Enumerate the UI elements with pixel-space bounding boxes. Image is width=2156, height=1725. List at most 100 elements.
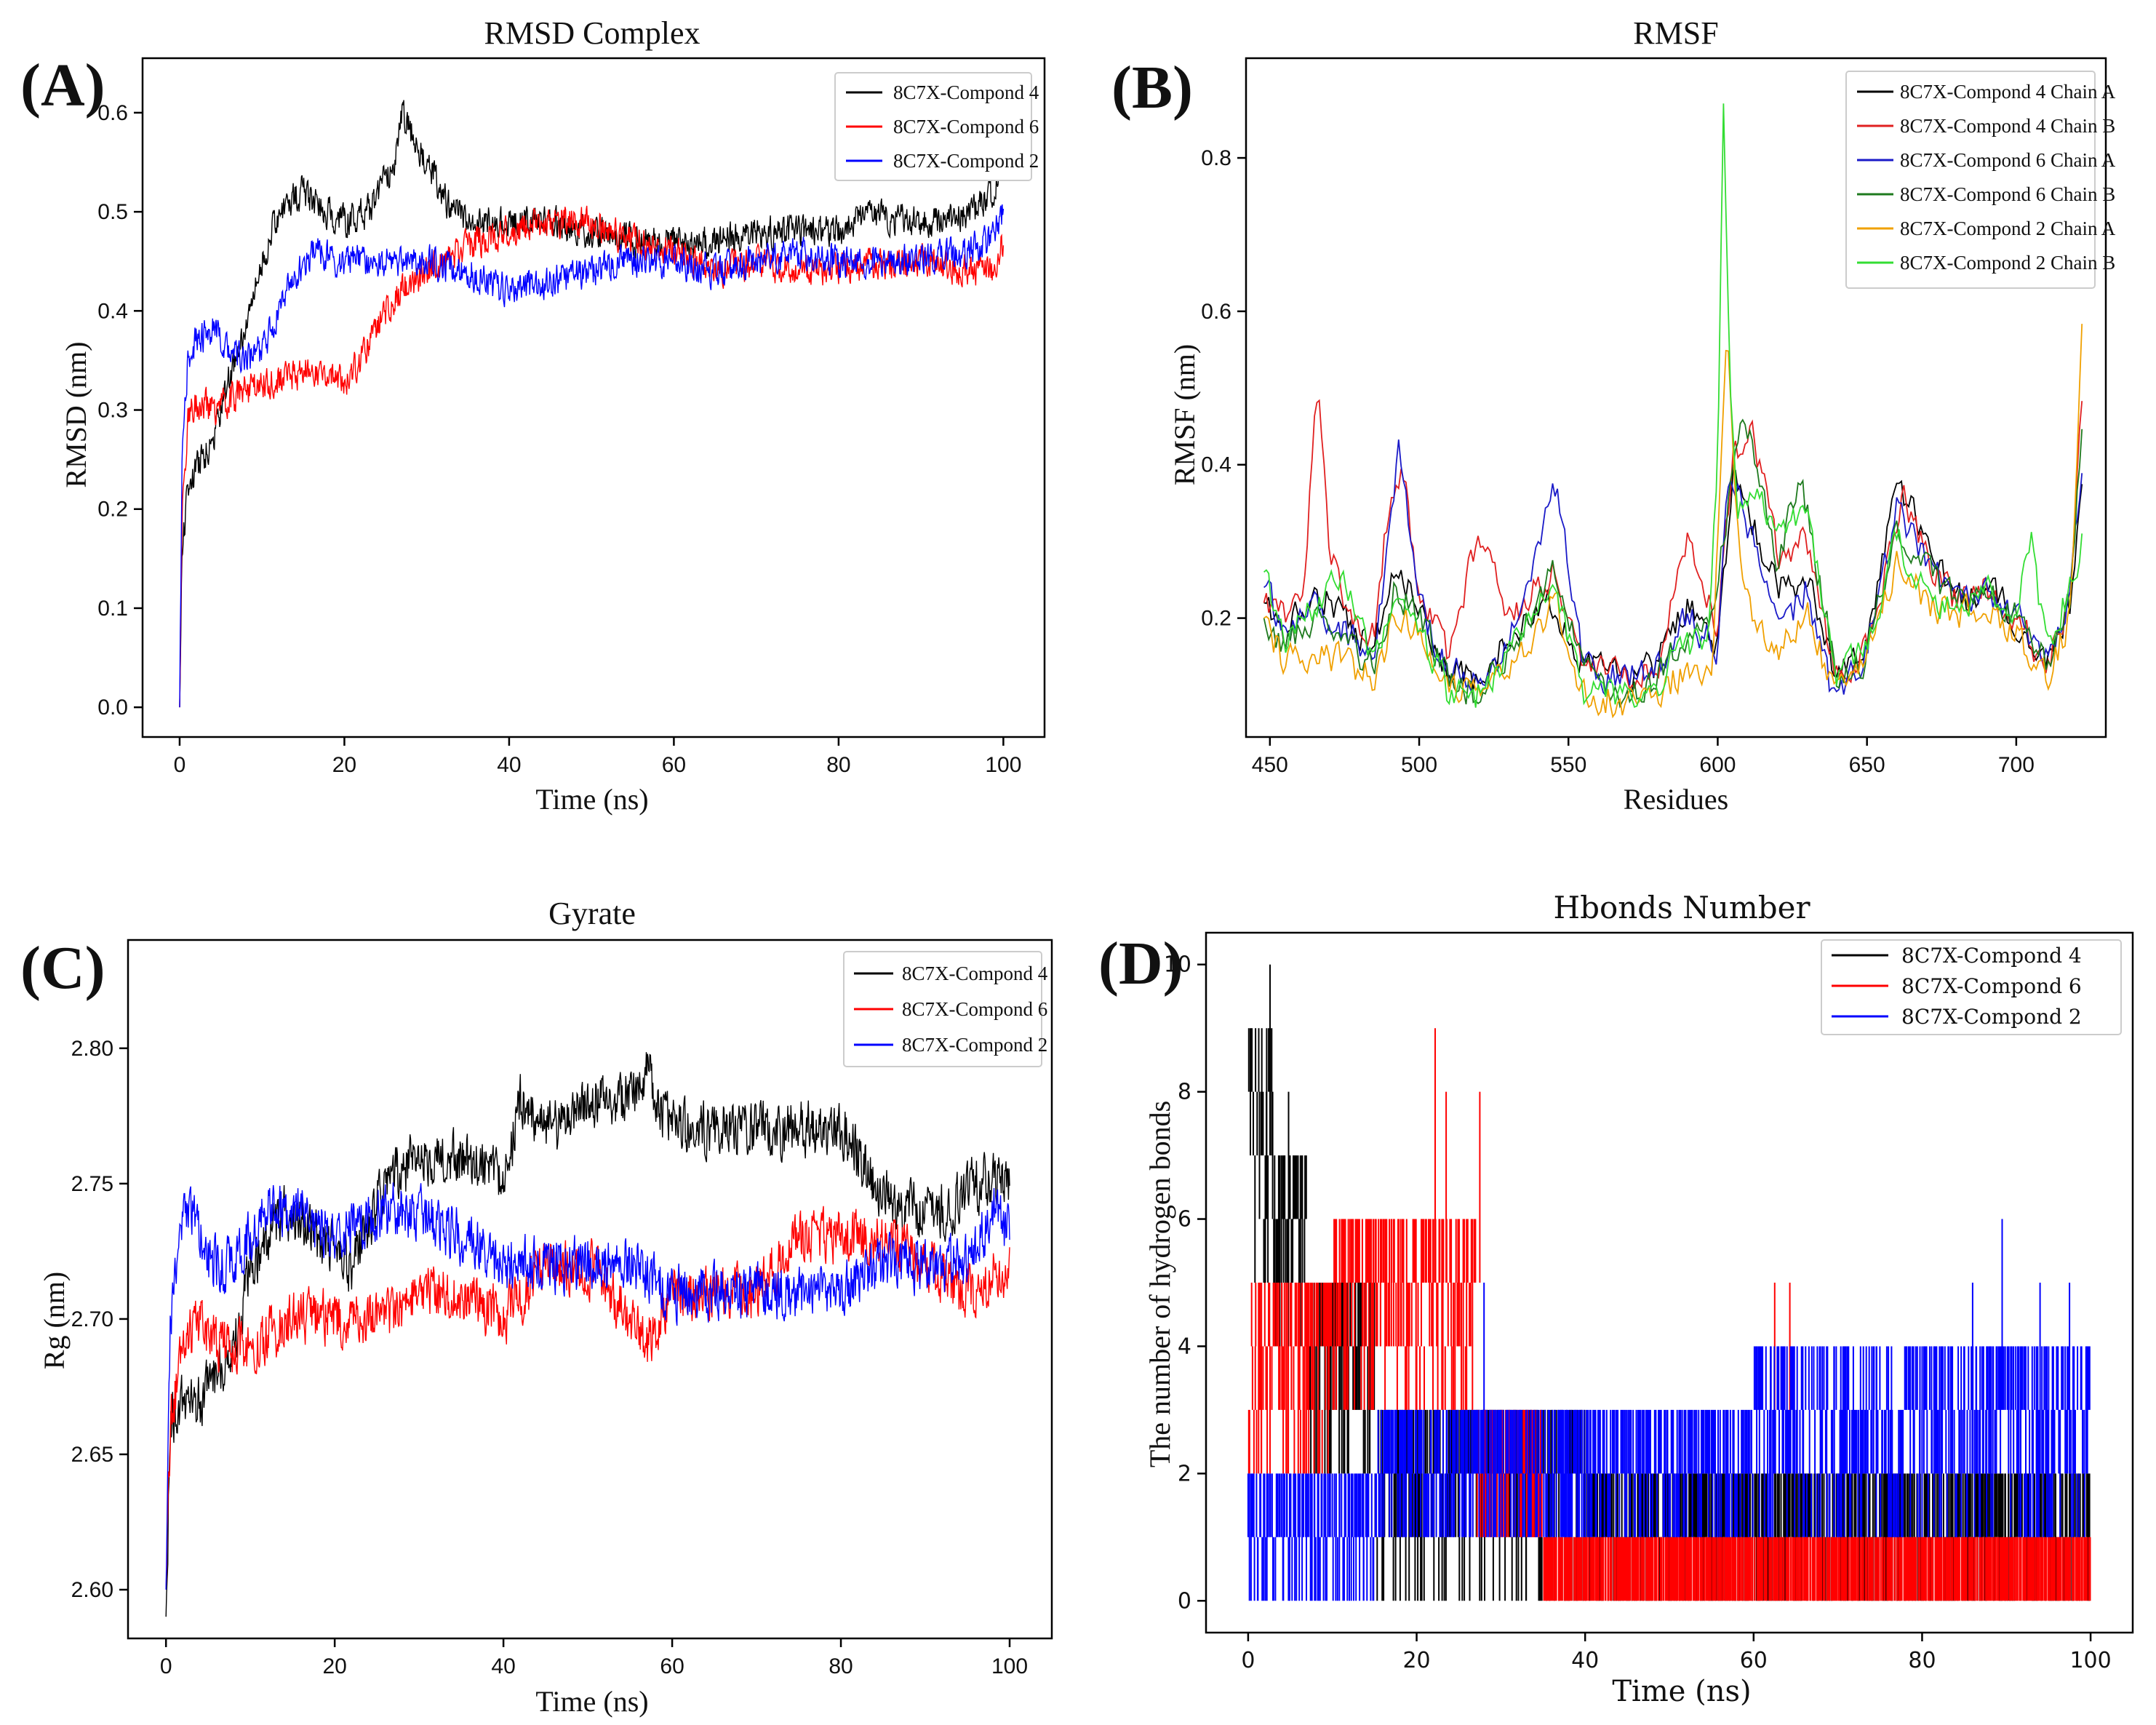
panel-b-xtick-label-2: 550 xyxy=(1550,753,1586,777)
panel-d-frame xyxy=(1205,931,2134,1634)
panel-b-series-8c7x-compond-2-chain-b xyxy=(1263,103,2083,708)
panel-d-ytick-label-2: 4 xyxy=(1178,1334,1191,1359)
panel-c-series-8c7x-compond-4 xyxy=(165,1052,1010,1617)
panel-a-ylabel: RMSD (nm) xyxy=(60,341,92,487)
panel-b-ytick-label-0: 0.2 xyxy=(1201,607,1231,631)
panel-c: (C) Gyrate Time (ns) Rg (nm) 0 20 40 60 80 10… xyxy=(20,896,1053,1718)
panel-b-legend-box xyxy=(1845,71,2096,289)
panel-a-ytick-label-5: 0.5 xyxy=(97,200,128,224)
panel-a-xlabel: Time (ns) xyxy=(535,783,648,816)
panel-c-ylabel: Rg (nm) xyxy=(38,1272,71,1369)
panel-b-xtick-label-4: 650 xyxy=(1849,753,1885,777)
panel-b-legend-label-2a: 8C7X-Compond 2 Chain A xyxy=(1900,218,2116,239)
panel-a-legend-box xyxy=(834,72,1032,181)
panel-b-frame xyxy=(1245,57,2107,738)
panel-b-ytick-label-2: 0.6 xyxy=(1201,300,1231,324)
panel-d-legend-label-compond-6: 8C7X-Compond 6 xyxy=(1901,974,2082,998)
panel-a-xtick-label-3: 60 xyxy=(662,753,686,777)
panel-b-title: RMSF xyxy=(1633,15,1718,51)
panel-a-ytick-label-6: 0.6 xyxy=(97,101,128,125)
panel-b-xtick-label-0: 450 xyxy=(1252,753,1288,777)
panel-a-plot-area: 0 20 40 60 80 100 0.0 0.1 0.2 0.3 0.4 0.5 0.6 xyxy=(97,100,1021,777)
panel-d-legend-label-compond-2: 8C7X-Compond 2 xyxy=(1901,1005,2082,1029)
panel-b-xtick-label-5: 700 xyxy=(1998,753,2035,777)
panel-d-legend-box xyxy=(1821,939,2122,1035)
panel-a-legend-label-compond-4: 8C7X-Compond 4 xyxy=(893,81,1039,103)
panel-d-legend-label-compond-4: 8C7X-Compond 4 xyxy=(1901,944,2082,968)
panel-a-series-8c7x-compond-4 xyxy=(179,100,1005,708)
panel-c-xtick-label-3: 60 xyxy=(660,1654,684,1678)
panel-d-ylabel: The number of hydrogen bonds xyxy=(1143,1101,1176,1467)
panel-d-xtick-label-2: 40 xyxy=(1571,1648,1599,1673)
panel-b-legend-label-4a: 8C7X-Compond 4 Chain A xyxy=(1900,81,2116,103)
panel-c-plot-area: 0 20 40 60 80 100 2.60 2.65 2.70 2.75 2.80 xyxy=(71,1037,1028,1678)
panel-b-series-layer xyxy=(1263,103,2083,719)
panel-a-xtick-label-5: 100 xyxy=(985,753,1021,777)
panel-b-plot-area: 450 500 550 600 650 700 0.2 0.4 0.6 0.8 xyxy=(1201,103,2083,777)
panel-a-ytick-label-2: 0.2 xyxy=(97,498,128,522)
panel-b-xtick-label-3: 600 xyxy=(1699,753,1736,777)
panel-c-series-8c7x-compond-2 xyxy=(165,1182,1010,1590)
panel-c-ytick-label-0: 2.60 xyxy=(71,1578,113,1602)
panel-b-series-8c7x-compond-4-chain-a xyxy=(1263,469,2083,693)
panel-b-series-8c7x-compond-2-chain-a xyxy=(1263,324,2083,719)
panel-d-ytick-label-3: 6 xyxy=(1178,1207,1191,1232)
panel-b-legend: 8C7X-Compond 4 Chain A 8C7X-Compond 4 Ch… xyxy=(1845,71,2116,289)
panel-a-series-layer xyxy=(179,100,1005,708)
panel-a-xtick-label-0: 0 xyxy=(174,753,186,777)
panel-c-ytick-label-4: 2.80 xyxy=(71,1037,113,1061)
panel-d-plot-area: 0 20 40 60 80 100 0 2 4 6 8 10 xyxy=(1164,952,2112,1673)
panel-c-xtick-label-5: 100 xyxy=(991,1654,1028,1678)
panel-c-xtick-label-0: 0 xyxy=(160,1654,172,1678)
panel-b-xtick-label-1: 500 xyxy=(1401,753,1437,777)
panel-c-series-layer xyxy=(165,1052,1010,1617)
panel-c-legend-label-compond-2: 8C7X-Compond 2 xyxy=(902,1034,1047,1056)
panel-d-letter: (D) xyxy=(1098,930,1183,997)
panel-c-xlabel: Time (ns) xyxy=(535,1685,648,1718)
panel-b-legend-label-2b: 8C7X-Compond 2 Chain B xyxy=(1900,252,2115,274)
panel-a-ytick-label-3: 0.3 xyxy=(97,399,128,423)
panel-d: (D) Hbonds Number Time (ns) The number o… xyxy=(1098,890,2134,1708)
panel-d-series-8c7x-compond-2 xyxy=(1247,1219,2091,1601)
panel-a-frame xyxy=(141,57,1046,738)
panel-d-ytick-label-5: 10 xyxy=(1164,952,1191,978)
panel-c-ytick-label-2: 2.70 xyxy=(71,1307,113,1331)
panel-c-xtick-label-4: 80 xyxy=(829,1654,853,1678)
panel-a: (A) RMSD Complex Time (ns) RMSD (nm) 0 20… xyxy=(20,15,1046,816)
panel-b-series-8c7x-compond-6-chain-a xyxy=(1263,439,2083,697)
panel-b-legend-label-4b: 8C7X-Compond 4 Chain B xyxy=(1900,115,2115,137)
panel-c-series-8c7x-compond-6 xyxy=(165,1206,1010,1590)
panel-b-series-8c7x-compond-4-chain-b xyxy=(1263,399,2083,691)
panel-c-xtick-label-2: 40 xyxy=(491,1654,515,1678)
panel-c-xtick-label-1: 20 xyxy=(322,1654,346,1678)
panel-b-legend-label-6b: 8C7X-Compond 6 Chain B xyxy=(1900,183,2115,205)
panel-d-legend: 8C7X-Compond 4 8C7X-Compond 6 8C7X-Compo… xyxy=(1821,939,2122,1035)
panel-d-xlabel: Time (ns) xyxy=(1612,1675,1751,1708)
panel-a-series-8c7x-compond-6 xyxy=(179,205,1005,708)
panel-c-frame xyxy=(127,939,1053,1640)
panel-a-title: RMSD Complex xyxy=(484,15,700,51)
panel-b-xlabel: Residues xyxy=(1624,783,1728,816)
panel-c-letter: (C) xyxy=(20,934,105,1002)
panel-a-ytick-label-4: 0.4 xyxy=(97,299,128,323)
panel-d-xtick-label-0: 0 xyxy=(1241,1648,1255,1673)
panel-a-xtick-label-2: 40 xyxy=(497,753,521,777)
panel-a-legend-label-compond-6: 8C7X-Compond 6 xyxy=(893,116,1039,138)
panel-b-series-8c7x-compond-6-chain-b xyxy=(1263,418,2083,709)
panel-a-xtick-label-1: 20 xyxy=(332,753,356,777)
panel-d-xtick-label-3: 60 xyxy=(1740,1648,1768,1673)
panel-d-ytick-label-1: 2 xyxy=(1178,1461,1191,1486)
panel-a-xtick-label-4: 80 xyxy=(826,753,850,777)
panel-b-ytick-label-3: 0.8 xyxy=(1201,146,1231,170)
panel-b-legend-label-6a: 8C7X-Compond 6 Chain A xyxy=(1900,149,2116,171)
panel-d-xtick-label-5: 100 xyxy=(2069,1648,2111,1673)
panel-d-xtick-label-4: 80 xyxy=(1908,1648,1936,1673)
panel-a-ytick-label-1: 0.1 xyxy=(97,597,128,621)
panel-c-ytick-label-1: 2.65 xyxy=(71,1443,113,1467)
panel-a-legend-label-compond-2: 8C7X-Compond 2 xyxy=(893,150,1039,172)
panel-b-letter: (B) xyxy=(1111,54,1193,121)
panel-a-series-8c7x-compond-2 xyxy=(179,204,1005,708)
panel-c-title: Gyrate xyxy=(548,896,636,931)
panel-c-legend-label-compond-4: 8C7X-Compond 4 xyxy=(902,963,1048,984)
panel-d-ytick-label-4: 8 xyxy=(1178,1080,1191,1105)
